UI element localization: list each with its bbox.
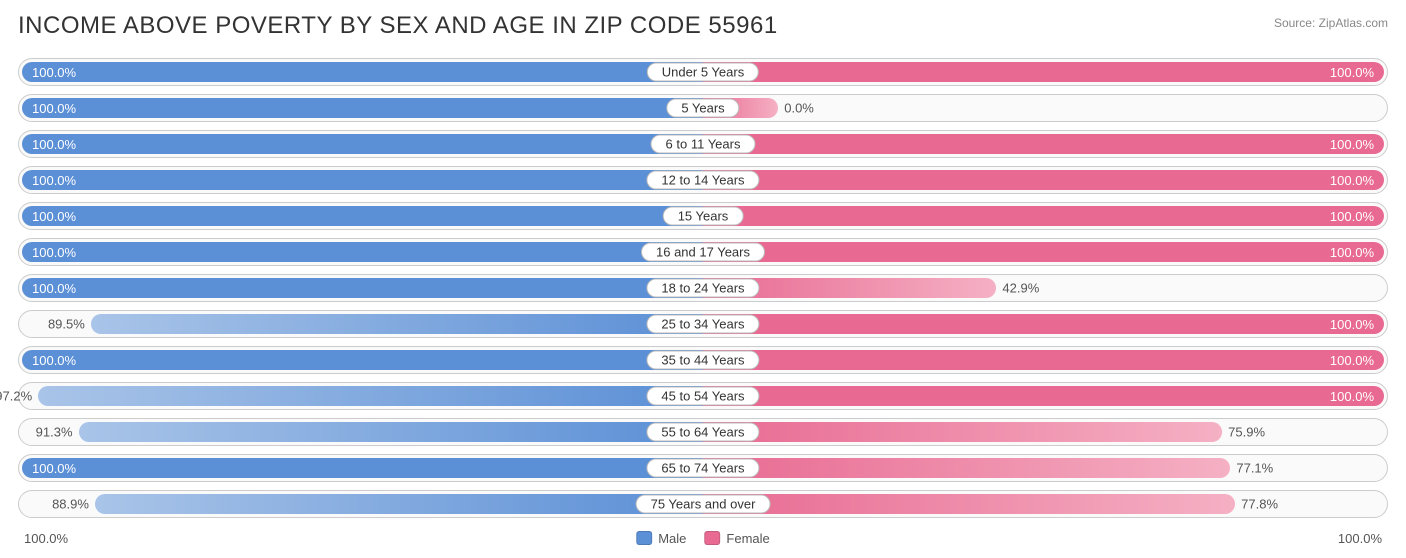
legend-label-female: Female [726,531,769,546]
chart-header: INCOME ABOVE POVERTY BY SEX AND AGE IN Z… [18,12,1388,40]
female-value-label: 0.0% [784,101,814,116]
female-value-label: 100.0% [1330,245,1374,260]
category-label: 12 to 14 Years [646,171,759,190]
male-value-label: 100.0% [32,461,76,476]
legend-item-male: Male [636,531,686,546]
chart-row: 100.0% 100.0% Under 5 Years [18,58,1388,86]
diverging-bar-chart: 100.0% 100.0% Under 5 Years 100.0% 0.0% 5 Yea… [18,58,1388,518]
chart-row: 97.2%100.0%45 to 54 Years [18,382,1388,410]
male-value-label: 97.2% [0,389,32,404]
female-bar [703,494,1235,514]
male-value-label: 89.5% [48,317,85,332]
female-bar: 100.0% [703,350,1384,370]
male-swatch-icon [636,531,652,545]
female-bar [703,422,1222,442]
female-swatch-icon [704,531,720,545]
female-value-label: 42.9% [1002,281,1039,296]
male-bar: 100.0% [22,458,703,478]
female-value-label: 100.0% [1330,317,1374,332]
female-bar: 100.0% [703,206,1384,226]
chart-row: 89.5% 100.0% 25 to 34 Years [18,310,1388,338]
male-bar: 100.0% [22,170,703,190]
female-bar: 100.0% [703,170,1384,190]
category-label: 55 to 64 Years [646,423,759,442]
category-label: Under 5 Years [647,63,759,82]
chart-row: 100.0% 100.0% 16 and 17 Years [18,238,1388,266]
female-bar [703,458,1230,478]
male-value-label: 100.0% [32,245,76,260]
male-value-label: 100.0% [32,281,76,296]
male-value-label: 100.0% [32,353,76,368]
chart-row: 100.0% 100.0% 12 to 14 Years [18,166,1388,194]
category-label: 5 Years [666,99,739,118]
chart-footer: 100.0% Male Female 100.0% [18,526,1388,550]
chart-row: 100.0% 0.0% 5 Years [18,94,1388,122]
legend: Male Female [636,531,770,546]
female-bar: 100.0% [703,242,1384,262]
male-bar: 100.0% [22,242,703,262]
axis-label-left: 100.0% [24,531,68,546]
male-bar: 100.0% [22,350,703,370]
male-bar: 100.0% [22,98,703,118]
male-bar [91,314,703,334]
female-bar: 100.0% [703,386,1384,406]
category-label: 16 and 17 Years [641,243,765,262]
female-bar: 100.0% [703,134,1384,154]
male-value-label: 100.0% [32,65,76,80]
male-bar [95,494,703,514]
male-bar: 100.0% [22,134,703,154]
female-bar: 100.0% [703,314,1384,334]
male-bar [38,386,703,406]
axis-label-right: 100.0% [1338,531,1382,546]
female-value-label: 100.0% [1330,353,1374,368]
male-bar: 100.0% [22,278,703,298]
category-label: 6 to 11 Years [651,135,756,154]
chart-title: INCOME ABOVE POVERTY BY SEX AND AGE IN Z… [18,12,778,40]
legend-label-male: Male [658,531,686,546]
chart-row: 91.3% 75.9% 55 to 64 Years [18,418,1388,446]
legend-item-female: Female [704,531,769,546]
category-label: 15 Years [663,207,744,226]
category-label: 75 Years and over [636,495,771,514]
female-value-label: 100.0% [1330,65,1374,80]
male-value-label: 100.0% [32,209,76,224]
female-bar: 100.0% [703,62,1384,82]
chart-source: Source: ZipAtlas.com [1274,16,1388,30]
female-value-label: 75.9% [1228,425,1265,440]
chart-row: 88.9% 77.8% 75 Years and over [18,490,1388,518]
female-value-label: 100.0% [1330,389,1374,404]
female-value-label: 77.8% [1241,497,1278,512]
category-label: 65 to 74 Years [646,459,759,478]
female-value-label: 100.0% [1330,137,1374,152]
chart-row: 100.0% 100.0% 35 to 44 Years [18,346,1388,374]
chart-row: 100.0% 100.0% 6 to 11 Years [18,130,1388,158]
category-label: 18 to 24 Years [646,279,759,298]
female-value-label: 100.0% [1330,173,1374,188]
male-value-label: 88.9% [52,497,89,512]
female-value-label: 100.0% [1330,209,1374,224]
male-bar: 100.0% [22,206,703,226]
category-label: 25 to 34 Years [646,315,759,334]
chart-row: 100.0% 77.1% 65 to 74 Years [18,454,1388,482]
male-bar [79,422,703,442]
male-value-label: 91.3% [36,425,73,440]
category-label: 35 to 44 Years [646,351,759,370]
female-value-label: 77.1% [1236,461,1273,476]
male-value-label: 100.0% [32,173,76,188]
chart-row: 100.0% 100.0% 15 Years [18,202,1388,230]
category-label: 45 to 54 Years [646,387,759,406]
male-value-label: 100.0% [32,101,76,116]
male-bar: 100.0% [22,62,703,82]
chart-row: 100.0% 42.9% 18 to 24 Years [18,274,1388,302]
male-value-label: 100.0% [32,137,76,152]
